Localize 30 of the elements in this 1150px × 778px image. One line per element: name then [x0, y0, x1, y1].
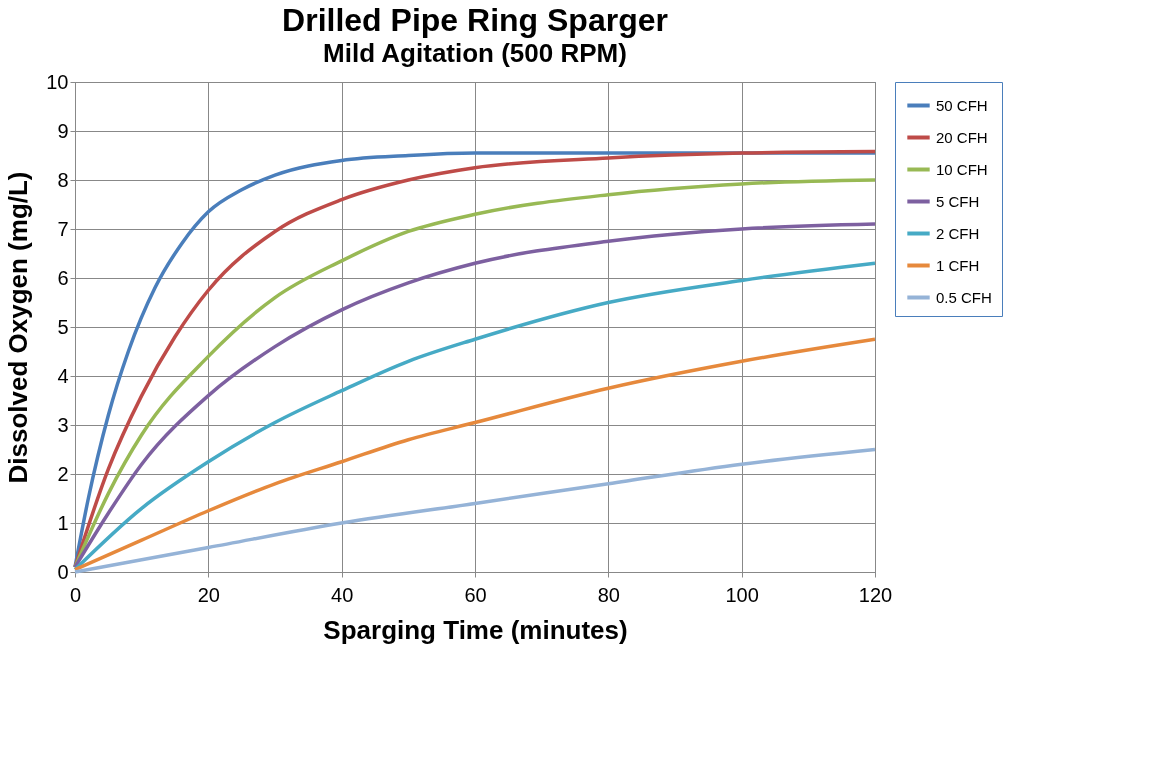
legend-label: 10 CFH: [936, 160, 988, 178]
x-axis-title: Sparging Time (minutes): [323, 614, 628, 645]
y-tick-label: 6: [57, 266, 69, 289]
y-tick-label: 8: [57, 168, 69, 191]
y-axis-title: Dissolved Oxygen (mg/L): [3, 171, 34, 484]
x-tick-label: 80: [597, 583, 620, 606]
y-tick-label: 3: [57, 413, 69, 436]
x-tick-label: 100: [725, 583, 759, 606]
x-tick-label: 120: [858, 583, 893, 606]
x-tick-label: 20: [197, 583, 220, 606]
legend-label: 50 CFH: [936, 96, 988, 114]
y-tick-label: 7: [57, 217, 69, 240]
legend-label: 1 CFH: [936, 256, 980, 274]
line-series: [73, 447, 877, 574]
y-tick-label: 2: [57, 462, 69, 485]
y-tick-label: 10: [46, 70, 69, 93]
chart-title: Drilled Pipe Ring Sparger: [282, 2, 668, 38]
y-tick-label: 0: [57, 560, 69, 583]
legend-label: 0.5 CFH: [936, 288, 992, 306]
legend-label: 5 CFH: [936, 192, 980, 210]
legend-label: 2 CFH: [936, 224, 980, 242]
y-tick-label: 9: [57, 119, 69, 142]
y-tick-label: 4: [57, 364, 69, 387]
x-tick-label: 40: [331, 583, 354, 606]
legend-label: 20 CFH: [936, 128, 988, 146]
y-tick-label: 5: [57, 315, 69, 338]
y-tick-label: 1: [57, 511, 69, 534]
x-tick-label: 60: [464, 583, 487, 606]
line-series: [73, 337, 877, 572]
chart-subtitle: Mild Agitation (500 RPM): [323, 38, 627, 68]
